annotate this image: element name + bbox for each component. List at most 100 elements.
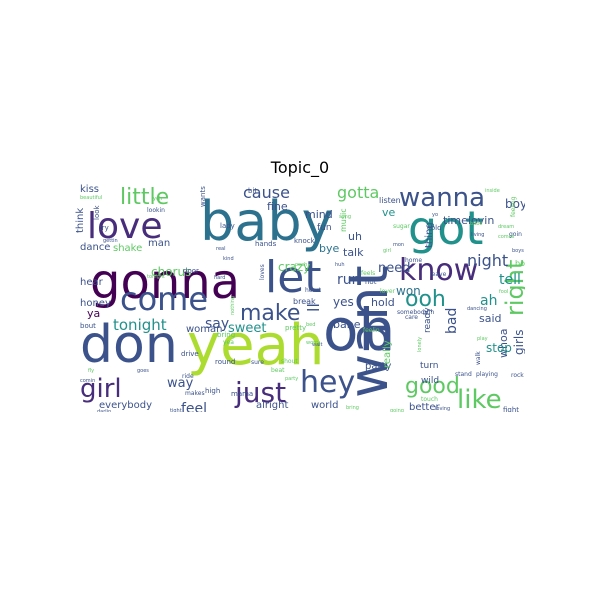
- word-heart: heart: [305, 287, 322, 294]
- word-lonely: lonely: [417, 337, 423, 352]
- word-uh: uh: [348, 230, 362, 243]
- word-come: come: [120, 280, 208, 318]
- word-boy: boy: [505, 197, 525, 211]
- word-tonight: tonight: [113, 316, 167, 334]
- word-ll: ll: [304, 303, 323, 312]
- word-bye: bye: [319, 242, 339, 255]
- word-good: good: [405, 374, 460, 399]
- word-babe: babe: [333, 318, 361, 331]
- word-wants: wants: [199, 186, 207, 207]
- word-loves: loves: [259, 264, 266, 280]
- word-love: love: [87, 206, 162, 247]
- word-yo: yo: [432, 212, 438, 218]
- word-like: like: [457, 385, 502, 412]
- word-want: want: [337, 265, 400, 398]
- word-say: say: [205, 316, 229, 332]
- word-bout: bout: [80, 322, 96, 330]
- word-just: just: [234, 376, 286, 409]
- word-shout: shout: [281, 358, 298, 365]
- word-playing: playing: [476, 371, 498, 378]
- word-time: time: [443, 214, 468, 227]
- word-leave: leave: [430, 271, 447, 278]
- word-touch: touch: [421, 396, 438, 403]
- word-gonna: gonna: [90, 254, 240, 310]
- word-fun: fun: [317, 223, 332, 233]
- word-dream: dream: [498, 224, 514, 230]
- word-oooh: oooh: [295, 262, 307, 268]
- word-huh: huh: [335, 262, 345, 268]
- word-mama: mama: [231, 390, 253, 398]
- word-look: look: [93, 204, 101, 220]
- word-little: little: [120, 185, 169, 210]
- word-ya: ya: [87, 307, 100, 320]
- word-listen: listen: [379, 196, 401, 205]
- word-wait: wait: [312, 342, 323, 348]
- word-better: better: [409, 402, 440, 412]
- word-man: man: [148, 238, 170, 249]
- word-dance: dance: [80, 242, 110, 253]
- word-hands: hands: [255, 240, 277, 248]
- word-cause: cause: [243, 183, 290, 202]
- word-tell: tell: [499, 272, 521, 288]
- word-ready: ready: [423, 307, 433, 333]
- word-stop: stop: [486, 341, 512, 355]
- word-turn: turn: [420, 361, 438, 371]
- wordcloud-panel: baby oh yeah gonna don want got let love come know…: [75, 180, 525, 412]
- word-stand: stand: [455, 371, 472, 378]
- word-baby: baby: [200, 190, 334, 253]
- word-real: real: [216, 246, 225, 252]
- word-talk: talk: [343, 246, 364, 259]
- word-lady: lady: [220, 222, 235, 230]
- word-chorus: chorus: [151, 265, 191, 279]
- word-think: think: [75, 208, 86, 233]
- word-got: got: [408, 201, 483, 255]
- word-alright: alright: [256, 400, 288, 411]
- word-girl: girl: [80, 374, 122, 404]
- word-wanna: wanna: [399, 183, 485, 213]
- word-let: let: [265, 252, 322, 303]
- word-lovin: lovin: [468, 214, 494, 227]
- word-need: need: [378, 261, 411, 276]
- word-everybody: everybody: [99, 400, 152, 411]
- word-shake: shake: [113, 243, 142, 254]
- word-break: break: [293, 297, 316, 306]
- word-music: music: [339, 208, 348, 232]
- word-crazy: crazy: [278, 260, 310, 274]
- word-girl: girl: [383, 248, 391, 254]
- word-party: party: [285, 376, 298, 382]
- word-hard: hard: [214, 275, 225, 281]
- word-sure: sure: [251, 359, 264, 366]
- word-makes: makes: [185, 390, 205, 397]
- word-hot: hot: [365, 278, 377, 286]
- word-hey: hey: [300, 365, 355, 400]
- word-loving: loving: [435, 406, 450, 412]
- word-fool: fool: [499, 289, 508, 295]
- word-feelin: feelin: [363, 327, 380, 334]
- word-feels: feels: [361, 270, 375, 277]
- word-dancing: dancing: [467, 306, 487, 312]
- word-ve: ve: [382, 206, 396, 219]
- word-sweet: sweet: [228, 321, 267, 336]
- word-girls: girls: [512, 330, 525, 355]
- word-high: high: [205, 387, 220, 395]
- word-boys: boys: [512, 248, 524, 254]
- word-living: living: [471, 232, 484, 238]
- word-darlin: darlin: [97, 409, 111, 412]
- word-world: world: [311, 400, 339, 411]
- word-comes: comes: [498, 234, 515, 240]
- word-bring: bring: [346, 405, 359, 411]
- word-mind: mind: [305, 208, 333, 221]
- word-fine: fine: [267, 200, 288, 213]
- word-bad: bad: [444, 308, 460, 334]
- word-wild: wild: [421, 376, 439, 386]
- word-drive: drive: [181, 350, 199, 358]
- word-going: going: [390, 408, 404, 412]
- word-home: home: [405, 257, 422, 264]
- word-babe: babe: [470, 221, 483, 227]
- word-tight: tight: [170, 408, 182, 412]
- word-really: really: [382, 340, 393, 368]
- chart-title: Topic_0: [270, 158, 330, 177]
- word-lookin: lookin: [147, 207, 165, 214]
- word-bed: bed: [306, 322, 315, 328]
